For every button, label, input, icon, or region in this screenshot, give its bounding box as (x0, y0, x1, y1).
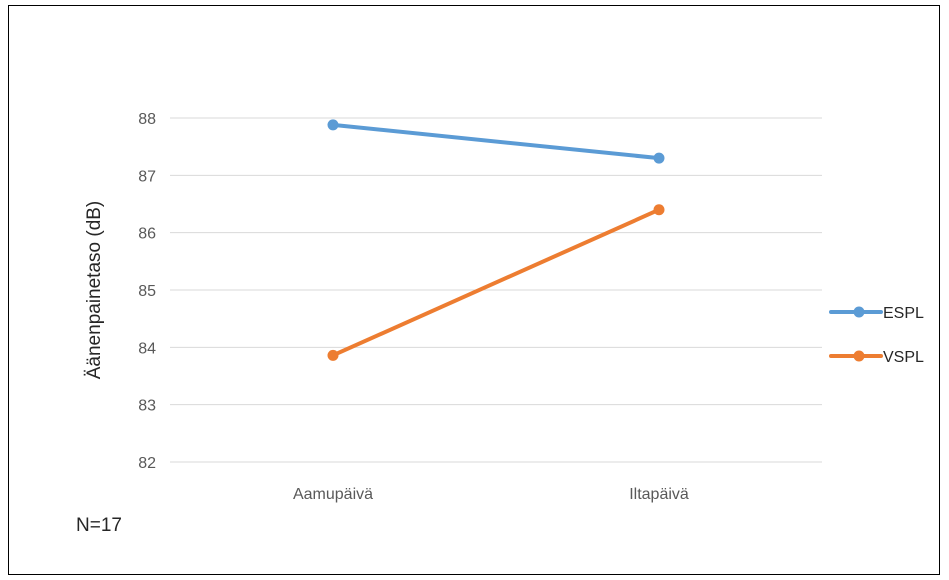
y-tick-labels: 82 83 84 85 86 87 88 (138, 111, 156, 472)
y-tick-label: 87 (138, 168, 156, 185)
legend: ESPL VSPL (829, 305, 924, 366)
data-point-vspl (653, 204, 665, 216)
y-tick-label: 82 (138, 455, 156, 472)
y-tick-label: 85 (138, 283, 156, 300)
y-axis-title: Äänenpainetaso (dB) (84, 201, 105, 380)
data-point-espl (327, 119, 339, 131)
legend-marker-espl (853, 306, 865, 318)
legend-label: ESPL (883, 305, 924, 322)
y-tick-label: 86 (138, 226, 156, 243)
x-tick-labels: Aamupäivä Iltapäivä (293, 486, 689, 503)
x-tick-label: Iltapäivä (629, 486, 689, 503)
y-tick-label: 88 (138, 111, 156, 128)
gridlines (170, 117, 822, 463)
legend-marker-vspl (853, 350, 865, 362)
data-point-vspl (327, 349, 339, 361)
y-tick-label: 84 (138, 340, 156, 357)
legend-label: VSPL (883, 349, 924, 366)
data-point-espl (653, 152, 665, 164)
series-line-vspl (331, 207, 661, 358)
y-tick-label: 83 (138, 398, 156, 415)
sample-size-note: N=17 (76, 515, 122, 536)
x-tick-label: Aamupäivä (293, 486, 373, 503)
series-layer (327, 119, 665, 361)
series-line-espl (331, 122, 661, 161)
